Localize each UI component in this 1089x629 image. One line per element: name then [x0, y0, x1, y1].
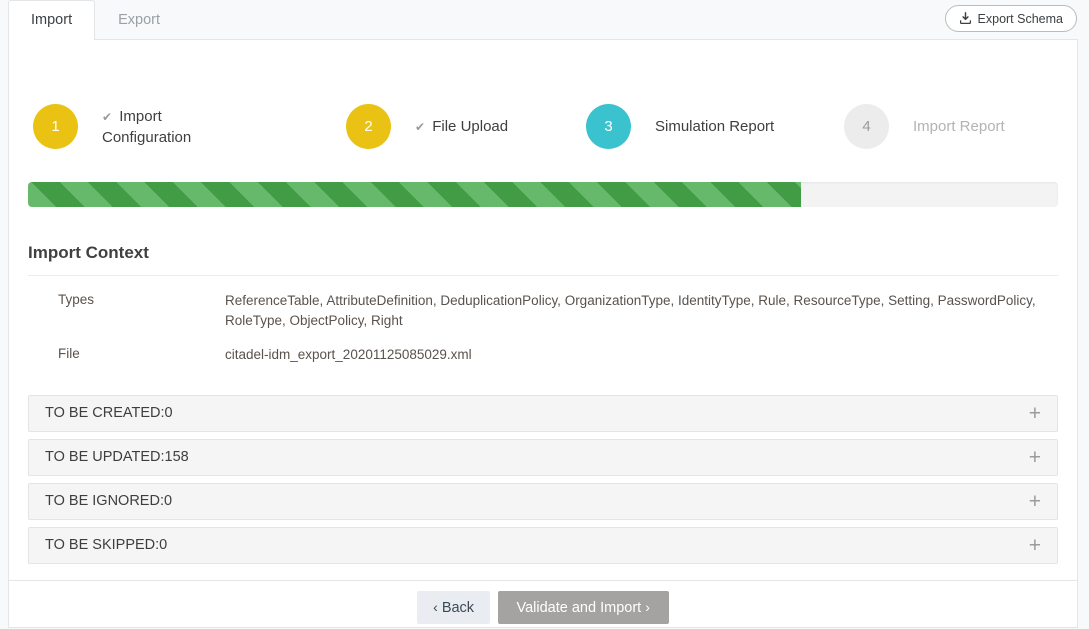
back-button-label: Back [441, 600, 475, 616]
step-import-configuration: 1 ✔ Import Configuration [33, 104, 346, 149]
step-import-report: 4 Import Report [844, 104, 1058, 149]
panel-count: 0 [159, 537, 168, 554]
panel-label: TO BE SKIPPED [45, 537, 156, 554]
step-label-text: Simulation Report [655, 118, 775, 135]
step-number-badge: 3 [586, 104, 631, 149]
step-number-badge: 1 [33, 104, 78, 149]
validate-and-import-button[interactable]: Validate and Import › [497, 591, 669, 624]
download-icon [959, 12, 972, 25]
step-label: Import Report [913, 116, 1005, 137]
wizard-stepper: 1 ✔ Import Configuration 2 ✔ File Upload… [28, 40, 1058, 149]
step-label-text: Import Configuration [102, 107, 192, 146]
step-number-badge: 2 [346, 104, 391, 149]
panel-separator: : [160, 405, 165, 422]
import-context-details: Types ReferenceTable, AttributeDefinitio… [28, 276, 1058, 365]
chevron-left-icon: ‹ [433, 599, 438, 615]
types-row: Types ReferenceTable, AttributeDefinitio… [58, 291, 1058, 332]
check-icon: ✔ [415, 120, 426, 134]
step-file-upload: 2 ✔ File Upload [346, 104, 586, 149]
chevron-right-icon: › [645, 599, 650, 615]
import-wizard-panel: 1 ✔ Import Configuration 2 ✔ File Upload… [8, 39, 1078, 628]
file-row: File citadel-idm_export_20201125085029.x… [58, 345, 1058, 365]
plus-icon[interactable]: + [1028, 533, 1041, 557]
check-icon: ✔ [102, 109, 113, 124]
validate-button-label: Validate and Import [516, 600, 642, 616]
panel-count: 0 [163, 493, 173, 510]
tab-bar: Import Export Export Schema [0, 0, 1089, 40]
progress-bar-fill [28, 182, 801, 207]
panel-separator: : [159, 493, 164, 510]
step-number-badge: 4 [844, 104, 889, 149]
types-label: Types [58, 292, 95, 307]
back-button[interactable]: ‹ Back [417, 591, 491, 624]
plus-icon[interactable]: + [1028, 445, 1041, 469]
panel-count: 158 [164, 449, 189, 466]
panel-label: TO BE IGNORED [45, 493, 160, 510]
wizard-footer: ‹ Back Validate and Import › [9, 580, 1077, 624]
file-label: File [58, 345, 80, 361]
step-label: ✔ Import Configuration [102, 106, 224, 148]
export-schema-button[interactable]: Export Schema [944, 5, 1077, 32]
panel-label: TO BE UPDATED [45, 449, 161, 466]
step-simulation-report: 3 Simulation Report [586, 104, 844, 149]
panel-label: TO BE CREATED [45, 405, 161, 422]
panel-to-be-skipped[interactable]: TO BE SKIPPED : 0 + [28, 526, 1058, 564]
wizard-progress-bar [28, 182, 1058, 207]
tab-export[interactable]: Export [118, 12, 161, 28]
step-label-text: Import Report [913, 118, 1005, 135]
export-schema-label: Export Schema [977, 11, 1063, 26]
tab-import[interactable]: Import [8, 0, 96, 40]
file-value: citadel-idm_export_20201125085029.xml [225, 346, 472, 362]
panel-to-be-ignored[interactable]: TO BE IGNORED : 0 + [28, 482, 1058, 520]
panel-separator: : [160, 449, 165, 466]
step-label: Simulation Report [655, 116, 774, 137]
types-value: ReferenceTable, AttributeDefinition, Ded… [225, 293, 1036, 329]
panel-count: 0 [164, 405, 173, 422]
simulation-result-panels: TO BE CREATED : 0 + TO BE UPDATED : 158 … [28, 394, 1058, 564]
import-context-title: Import Context [28, 243, 1058, 276]
panel-to-be-created[interactable]: TO BE CREATED : 0 + [28, 394, 1058, 432]
step-label: ✔ File Upload [415, 116, 508, 137]
plus-icon[interactable]: + [1028, 401, 1041, 425]
step-label-text: File Upload [432, 118, 509, 135]
panel-separator: : [155, 537, 160, 554]
panel-to-be-updated[interactable]: TO BE UPDATED : 158 + [28, 438, 1058, 476]
plus-icon[interactable]: + [1028, 489, 1041, 513]
